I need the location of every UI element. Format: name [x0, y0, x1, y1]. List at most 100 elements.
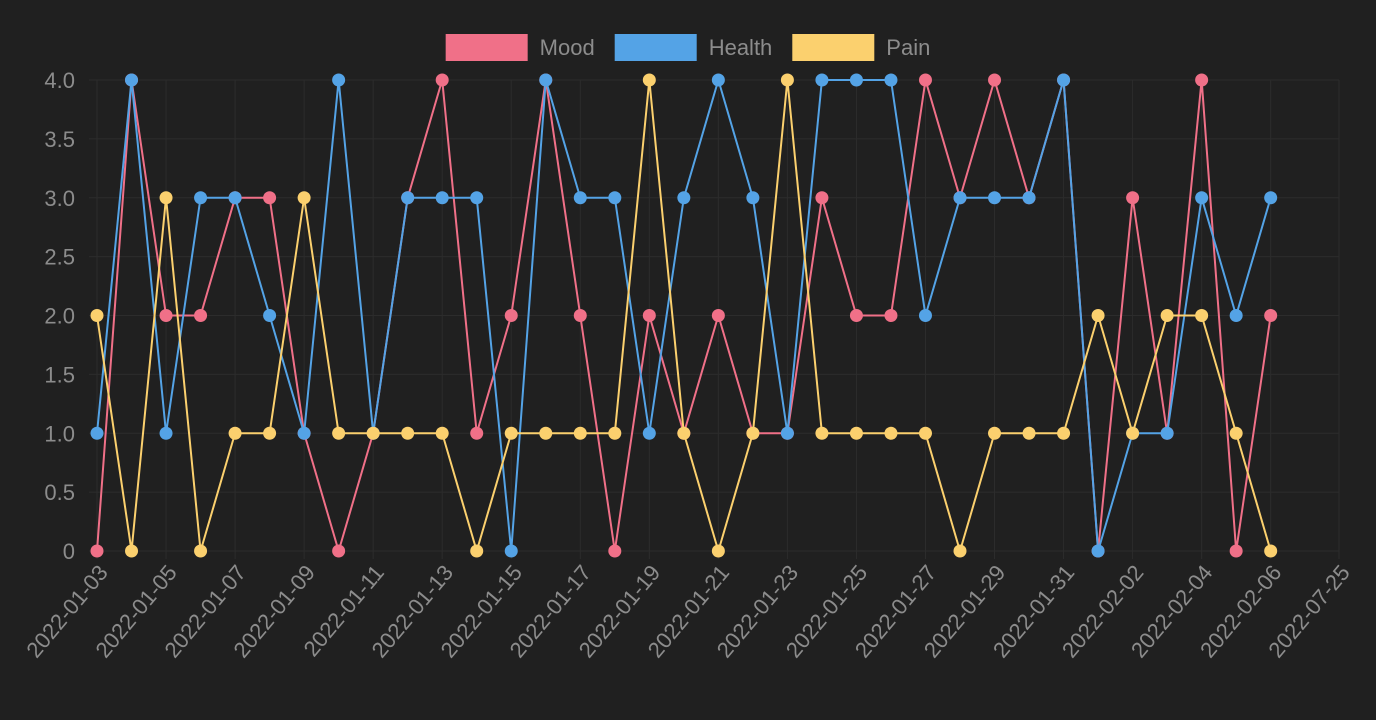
- legend: Mood Health Pain: [445, 34, 930, 61]
- data-point-pain[interactable]: [1195, 309, 1209, 322]
- data-point-pain[interactable]: [988, 426, 1002, 440]
- data-point-pain[interactable]: [366, 426, 380, 440]
- data-point-mood[interactable]: [90, 544, 104, 558]
- data-point-pain[interactable]: [228, 426, 242, 440]
- data-point-health[interactable]: [401, 191, 415, 205]
- data-point-mood[interactable]: [1195, 73, 1209, 87]
- data-point-pain[interactable]: [711, 544, 725, 558]
- data-point-health[interactable]: [780, 426, 794, 440]
- data-point-health[interactable]: [504, 544, 518, 558]
- data-point-mood[interactable]: [711, 309, 725, 322]
- data-point-health[interactable]: [125, 73, 139, 87]
- data-point-pain[interactable]: [1091, 309, 1105, 322]
- data-point-pain[interactable]: [884, 426, 898, 440]
- data-point-mood[interactable]: [849, 309, 863, 322]
- data-point-health[interactable]: [159, 426, 173, 440]
- data-point-health[interactable]: [1022, 191, 1036, 205]
- data-point-mood[interactable]: [194, 309, 208, 322]
- data-point-health[interactable]: [953, 191, 967, 205]
- data-point-pain[interactable]: [1057, 426, 1071, 440]
- legend-item-mood[interactable]: Mood: [445, 34, 595, 61]
- data-point-health[interactable]: [849, 73, 863, 87]
- data-point-mood[interactable]: [470, 426, 484, 440]
- data-point-mood[interactable]: [504, 309, 518, 322]
- y-tick-label: 2.5: [44, 245, 75, 270]
- data-point-pain[interactable]: [297, 191, 311, 205]
- data-point-mood[interactable]: [159, 309, 173, 322]
- data-point-health[interactable]: [1091, 544, 1105, 558]
- data-point-health[interactable]: [1229, 309, 1243, 322]
- data-point-pain[interactable]: [1264, 544, 1278, 558]
- data-point-health[interactable]: [1264, 191, 1278, 205]
- data-point-pain[interactable]: [815, 426, 829, 440]
- y-tick-label: 0.5: [44, 480, 75, 505]
- data-point-pain[interactable]: [780, 73, 794, 87]
- data-point-pain[interactable]: [608, 426, 622, 440]
- data-point-health[interactable]: [228, 191, 242, 205]
- data-point-health[interactable]: [642, 426, 656, 440]
- data-point-pain[interactable]: [1022, 426, 1036, 440]
- data-point-pain[interactable]: [90, 309, 104, 322]
- data-point-health[interactable]: [988, 191, 1002, 205]
- data-point-health[interactable]: [297, 426, 311, 440]
- data-point-health[interactable]: [1195, 191, 1209, 205]
- data-point-pain[interactable]: [470, 544, 484, 558]
- data-point-health[interactable]: [263, 309, 277, 322]
- data-point-pain[interactable]: [504, 426, 518, 440]
- data-point-mood[interactable]: [263, 191, 277, 205]
- data-point-health[interactable]: [90, 426, 104, 440]
- data-point-pain[interactable]: [435, 426, 449, 440]
- data-point-pain[interactable]: [1126, 426, 1140, 440]
- data-point-mood[interactable]: [1126, 191, 1140, 205]
- data-point-health[interactable]: [539, 73, 553, 87]
- data-point-health[interactable]: [918, 309, 932, 322]
- data-point-pain[interactable]: [125, 544, 139, 558]
- data-point-health[interactable]: [1160, 426, 1174, 440]
- data-point-pain[interactable]: [677, 426, 691, 440]
- data-point-mood[interactable]: [884, 309, 898, 322]
- data-point-mood[interactable]: [988, 73, 1002, 87]
- y-tick-label: 1.5: [44, 362, 75, 387]
- data-point-pain[interactable]: [918, 426, 932, 440]
- data-point-pain[interactable]: [1229, 426, 1243, 440]
- data-point-health[interactable]: [1057, 73, 1071, 87]
- legend-item-health[interactable]: Health: [614, 34, 773, 61]
- data-point-health[interactable]: [435, 191, 449, 205]
- data-point-pain[interactable]: [746, 426, 760, 440]
- data-point-mood[interactable]: [332, 544, 346, 558]
- data-point-pain[interactable]: [159, 191, 173, 205]
- data-point-health[interactable]: [573, 191, 587, 205]
- data-point-pain[interactable]: [332, 426, 346, 440]
- data-point-mood[interactable]: [815, 191, 829, 205]
- data-point-health[interactable]: [815, 73, 829, 87]
- data-point-health[interactable]: [608, 191, 622, 205]
- legend-item-pain[interactable]: Pain: [792, 34, 930, 61]
- data-point-pain[interactable]: [194, 544, 208, 558]
- data-point-mood[interactable]: [1264, 309, 1278, 322]
- x-axis: 2022-01-032022-01-052022-01-072022-01-09…: [21, 551, 1355, 662]
- data-point-mood[interactable]: [435, 73, 449, 87]
- data-point-mood[interactable]: [573, 309, 587, 322]
- data-point-mood[interactable]: [642, 309, 656, 322]
- data-point-health[interactable]: [332, 73, 346, 87]
- data-point-health[interactable]: [194, 191, 208, 205]
- data-point-pain[interactable]: [1160, 309, 1174, 322]
- data-point-pain[interactable]: [849, 426, 863, 440]
- data-point-pain[interactable]: [263, 426, 277, 440]
- data-point-pain[interactable]: [539, 426, 553, 440]
- data-point-pain[interactable]: [953, 544, 967, 558]
- series-pain: [90, 73, 1278, 558]
- data-point-pain[interactable]: [573, 426, 587, 440]
- data-point-mood[interactable]: [1229, 544, 1243, 558]
- data-point-health[interactable]: [711, 73, 725, 87]
- data-point-health[interactable]: [470, 191, 484, 205]
- data-point-mood[interactable]: [608, 544, 622, 558]
- data-point-health[interactable]: [677, 191, 691, 205]
- legend-label: Pain: [886, 35, 930, 60]
- data-point-health[interactable]: [746, 191, 760, 205]
- data-point-pain[interactable]: [401, 426, 415, 440]
- data-point-pain[interactable]: [642, 73, 656, 87]
- data-point-health[interactable]: [884, 73, 898, 87]
- data-point-mood[interactable]: [918, 73, 932, 87]
